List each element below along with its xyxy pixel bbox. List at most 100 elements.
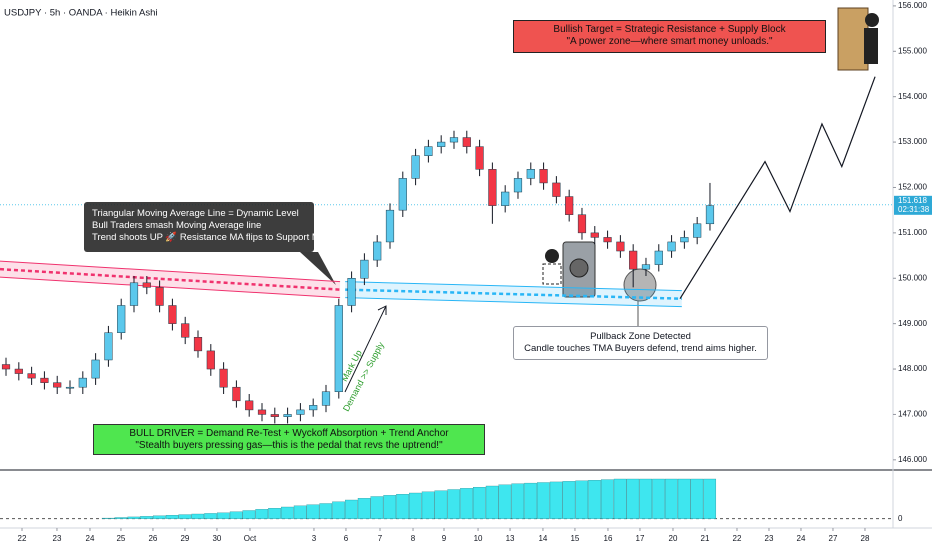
candle-body — [296, 409, 305, 415]
x-tick-label: 7 — [378, 534, 383, 543]
markup-arrow — [344, 305, 387, 393]
candle-body — [257, 409, 267, 415]
candle-body — [1, 364, 11, 370]
tma-note: Triangular Moving Average Line = Dynamic… — [84, 202, 326, 252]
candle-body — [245, 400, 254, 411]
x-tick-label: 24 — [797, 534, 806, 543]
candle-body — [398, 178, 407, 211]
x-tick-label: 3 — [312, 534, 317, 543]
indicator-bar — [485, 485, 499, 519]
x-tick-label: 25 — [116, 534, 125, 543]
x-tick-label: 24 — [86, 534, 95, 543]
x-tick-label: 21 — [701, 534, 710, 543]
indicator-bar — [537, 482, 550, 519]
y-tick-label: 154.000 — [898, 92, 927, 101]
y-tick-label: 149.000 — [898, 319, 927, 328]
door-figure-body — [864, 28, 878, 64]
x-tick-label: 17 — [636, 534, 645, 543]
x-tick-label: 13 — [506, 534, 515, 543]
candle-body — [424, 146, 433, 156]
candle-body — [462, 137, 471, 147]
indicator-bar — [396, 494, 409, 519]
candle-body — [437, 141, 446, 147]
candle-body — [552, 182, 561, 197]
x-tick-label: 22 — [18, 534, 27, 543]
indicator-bar — [639, 478, 653, 519]
pullback-circle — [623, 268, 657, 302]
candle-body — [78, 377, 87, 388]
indicator-bar — [127, 516, 141, 519]
x-tick-label: 15 — [570, 534, 579, 543]
candle-body — [40, 377, 49, 383]
x-tick-label: 23 — [765, 534, 774, 543]
candle-body — [14, 368, 23, 374]
candle-body — [654, 250, 663, 265]
door-icon — [837, 7, 869, 71]
indicator-bar — [690, 478, 704, 519]
candle-body — [91, 359, 100, 379]
indicator-bar — [383, 495, 397, 519]
indicator-bar — [281, 506, 294, 519]
candle-body — [270, 414, 279, 417]
x-tick-label: 16 — [604, 534, 613, 543]
indicator-bar — [178, 514, 192, 519]
candle-body — [411, 155, 420, 179]
safe-dial — [569, 258, 589, 278]
candle-body — [129, 282, 139, 306]
candle-body — [513, 178, 523, 193]
y-tick-label: 156.000 — [898, 1, 927, 10]
candle-body — [590, 232, 599, 238]
indicator-bar — [204, 513, 217, 519]
figure-head — [545, 249, 559, 263]
candle-body — [309, 405, 318, 411]
candle-body — [283, 414, 292, 417]
projection-path — [679, 76, 876, 300]
y-tick-label: 147.000 — [898, 410, 927, 419]
note-line: Bull Traders smash Moving Average line — [92, 220, 262, 231]
y-tick-label: 148.000 — [898, 364, 927, 373]
x-tick-label: 6 — [344, 534, 349, 543]
note-line: "A power zone—where smart money unloads.… — [566, 36, 773, 47]
candle-body — [104, 332, 113, 361]
x-tick-label: 14 — [538, 534, 547, 543]
note-line: BULL DRIVER = Demand Re-Test + Wyckoff A… — [129, 428, 449, 439]
indicator-bar — [473, 487, 486, 519]
countdown-label: 02:31:38 — [898, 205, 930, 214]
driver-note: BULL DRIVER = Demand Re-Test + Wyckoff A… — [93, 424, 485, 455]
markup-arrow-head — [377, 305, 387, 315]
x-tick-label: 8 — [411, 534, 416, 543]
y-tick-label: 146.000 — [898, 455, 927, 464]
candle-body — [142, 282, 151, 288]
candle-body — [693, 223, 702, 238]
indicator-bar — [306, 504, 320, 519]
indicator-bar — [229, 511, 243, 519]
x-tick-label: 20 — [669, 534, 678, 543]
candle-body — [526, 169, 535, 179]
note-line: "Stealth buyers pressing gas—this is the… — [135, 440, 443, 451]
y-tick-label: 151.000 — [898, 228, 927, 237]
indicator-bar — [357, 498, 371, 519]
note-line: Bullish Target = Strategic Resistance + … — [553, 24, 786, 35]
indicator-bar — [242, 510, 256, 519]
candle-body — [616, 241, 625, 252]
x-tick-label: 10 — [474, 534, 483, 543]
indicator-bar — [665, 478, 678, 519]
chart-title: USDJPY · 5h · OANDA · Heikin Ashi — [4, 8, 157, 19]
indicator-bar — [460, 488, 473, 519]
indicator-bar — [421, 491, 435, 519]
indicator-bar — [549, 481, 563, 519]
indicator-bar — [524, 482, 537, 519]
indicator-bar — [165, 515, 179, 519]
x-tick-label: 22 — [733, 534, 742, 543]
resistance-band-center — [0, 267, 341, 291]
indicator-bar — [153, 515, 166, 519]
support-band-upper — [345, 281, 682, 292]
support-band-lower — [345, 297, 682, 308]
indicator-bar — [293, 505, 307, 519]
candle-body — [565, 196, 574, 215]
candle-body — [680, 237, 689, 243]
candle-body — [641, 264, 651, 270]
indicator-bar — [191, 513, 205, 519]
indicator-bar — [114, 517, 128, 519]
candle-body — [385, 209, 395, 243]
